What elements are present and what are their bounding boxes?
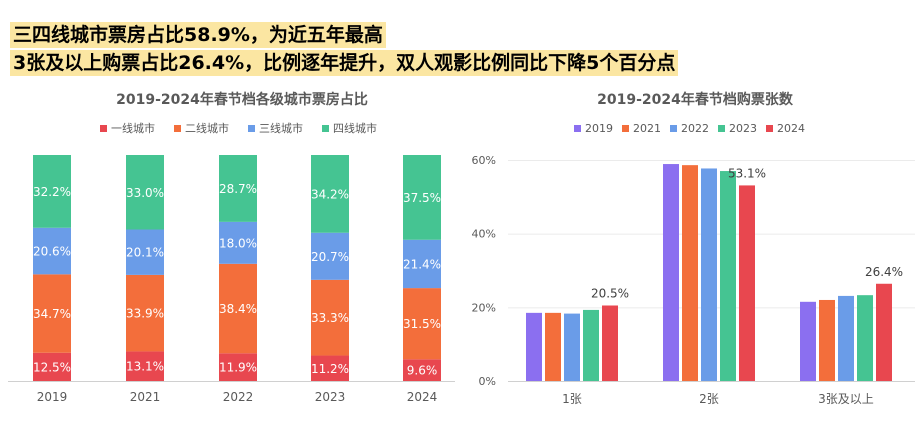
chart1-data-label: 28.7% [219,182,257,196]
chart2-bar [682,165,698,381]
chart2-legend-label: 2021 [633,122,661,135]
chart2-bar [876,283,892,381]
chart1-bar-segment [126,229,164,275]
chart1-bar-segment [219,263,257,354]
chart1-bar-segment [403,288,441,360]
chart1-bar-segment [126,274,164,352]
chart2-y-tick-label: 0% [479,375,496,388]
chart1-x-tick-label: 2021 [130,390,161,404]
chart2-bar [701,168,717,381]
chart1-legend-label: 一线城市 [111,121,155,135]
chart1-data-label: 37.5% [403,191,441,205]
chart1-data-label: 9.6% [407,364,438,378]
chart1-data-label: 20.6% [33,245,71,259]
chart1-bar-segment [126,351,164,381]
chart1-data-label: 11.9% [219,361,257,375]
chart2-x-tick-label: 2张 [699,392,719,406]
chart2-legend-label: 2024 [777,122,805,135]
chart1-bar-segment [126,155,164,230]
tickets-per-purchase-chart: 2019-2024年春节档购票张数 2019 2021 2022 2023 2024 0% 2… [472,91,915,406]
chart2-data-label: 53.1% [728,166,766,180]
chart1-data-label: 33.0% [126,186,164,200]
chart2-legend-swatch [766,125,773,132]
chart2-bar [838,295,854,381]
chart1-data-label: 11.2% [311,362,349,376]
chart1-bar-segment [33,274,71,353]
chart1-data-label: 13.1% [126,360,164,374]
chart1-x-tick-label: 2019 [37,390,68,404]
chart1-data-label: 32.2% [33,185,71,199]
chart1-title: 2019-2024年春节档各级城市票房占比 [116,91,368,108]
chart2-y-tick-label: 60% [472,154,496,167]
chart2-x-tick-label: 1张 [562,392,582,406]
chart1-data-label: 33.3% [311,311,349,325]
chart2-y-tick-label: 20% [472,301,496,314]
chart2-bar [857,295,873,381]
chart1-data-label: 20.7% [311,250,349,264]
chart1-legend-label: 四线城市 [333,121,377,135]
chart1-legend-swatch [100,125,107,132]
chart1-bar-segment [403,359,441,381]
chart1-bar-segment [311,155,349,233]
chart2-bar [739,185,755,381]
chart1-bar-segment [33,155,71,228]
chart1-bar-segment [219,353,257,381]
chart1-x-tick-label: 2024 [407,390,438,404]
chart1-bar-segment [403,239,441,289]
chart1-legend-swatch [248,125,255,132]
chart1-data-label: 33.9% [126,307,164,321]
chart1-legend-label: 三线城市 [259,121,303,135]
chart2-bar [583,309,599,381]
chart1-bar-segment [311,279,349,356]
headline-1: 三四线城市票房占比58.9%，为近五年最高 [10,22,386,48]
headline-2: 3张及以上购票占比26.4%，比例逐年提升，双人观影比例同比下降5个百分点 [10,50,679,76]
chart2-x-tick-label: 3张及以上 [818,392,874,406]
chart2-bar [602,305,618,381]
chart1-bar-segment [33,352,71,381]
chart1-data-label: 20.1% [126,246,164,260]
chart2-legend-label: 2023 [729,122,757,135]
chart1-data-label: 21.4% [403,257,441,271]
chart1-bar-segment [219,221,257,264]
chart1-bar-segment [33,227,71,275]
chart1-bar-segment [311,355,349,381]
chart2-y-tick-label: 40% [472,228,496,241]
chart1-x-tick-label: 2022 [223,390,254,404]
chart1-legend-label: 二线城市 [185,121,229,135]
chart1-data-label: 31.5% [403,317,441,331]
chart1-bar-segment [403,155,441,240]
chart1-legend-swatch [174,125,181,132]
chart1-data-label: 34.7% [33,307,71,321]
chart2-bar [545,312,561,381]
chart1-data-label: 12.5% [33,360,71,374]
chart2-bar [819,299,835,381]
chart1-x-tick-label: 2023 [315,390,346,404]
chart2-bar [663,164,679,381]
chart2-title: 2019-2024年春节档购票张数 [597,91,794,108]
chart2-bar [720,171,736,381]
chart1-data-label: 34.2% [311,187,349,201]
chart2-data-label: 26.4% [865,265,903,279]
chart2-bar [800,301,816,381]
chart1-data-label: 38.4% [219,302,257,316]
chart2-legend-swatch [574,125,581,132]
chart2-legend-label: 2022 [681,122,709,135]
chart2-bar [526,312,542,381]
chart2-bar [564,313,580,381]
chart1-bar-segment [311,232,349,280]
chart2-legend-swatch [718,125,725,132]
chart1-bar-segment [219,155,257,222]
chart1-legend-swatch [322,125,329,132]
chart2-legend-swatch [670,125,677,132]
chart2-data-label: 20.5% [591,286,629,300]
chart1-data-label: 18.0% [219,236,257,250]
chart2-legend-swatch [622,125,629,132]
chart2-legend-label: 2019 [585,122,613,135]
